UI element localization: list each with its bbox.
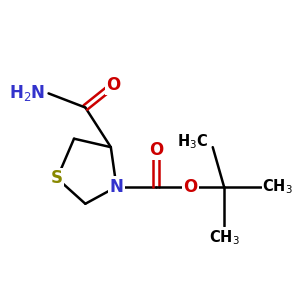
Text: CH$_3$: CH$_3$ (262, 177, 293, 196)
Text: S: S (51, 169, 63, 187)
Text: N: N (110, 178, 123, 196)
Text: O: O (149, 141, 163, 159)
Text: H$_2$N: H$_2$N (9, 83, 46, 103)
Text: H$_3$C: H$_3$C (177, 133, 208, 152)
Text: O: O (183, 178, 197, 196)
Text: CH$_3$: CH$_3$ (209, 228, 239, 247)
Text: O: O (106, 76, 121, 94)
